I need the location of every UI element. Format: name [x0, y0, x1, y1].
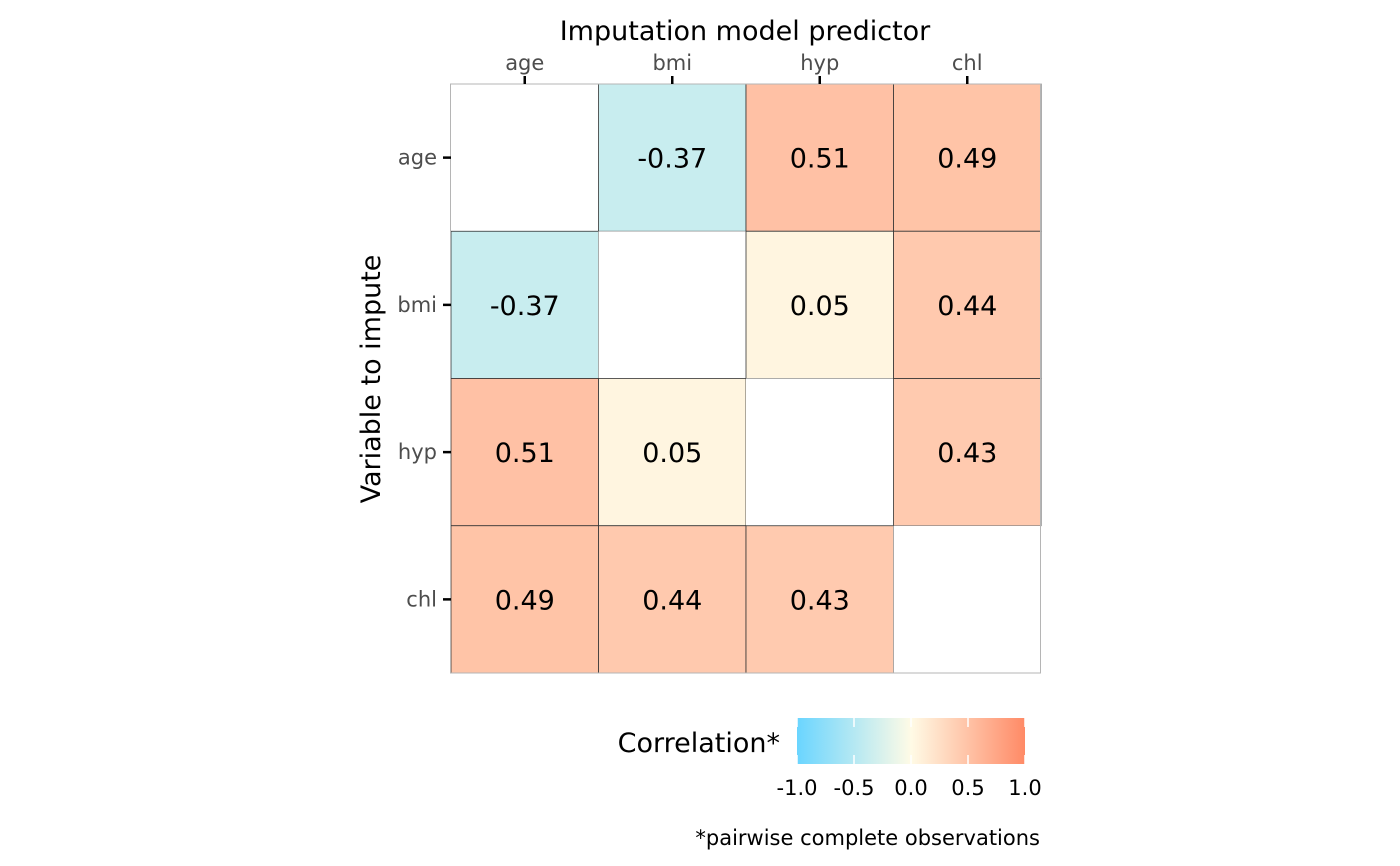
cell-value-label: 0.49	[495, 585, 555, 616]
cell-value-label: -0.37	[490, 291, 560, 322]
legend-title: Correlation*	[618, 728, 780, 759]
y-tick-label: hyp	[398, 440, 437, 464]
caption: *pairwise complete observations	[695, 826, 1040, 850]
cell-value-label: 0.43	[790, 585, 850, 616]
heatmap-cell	[893, 378, 1042, 527]
heatmap-cell	[893, 230, 1042, 379]
legend-ticks: -1.0 -0.5 0.0 0.5 1.0	[777, 718, 1042, 800]
heatmap-cell	[598, 525, 747, 674]
heatmap-cell	[598, 231, 746, 379]
cell-value-label: 0.43	[937, 438, 997, 469]
y-tick-label: chl	[406, 587, 437, 611]
cell-value-label: 0.44	[642, 585, 702, 616]
y-tick-label: bmi	[397, 293, 437, 317]
heatmap-cell	[450, 230, 599, 379]
legend-tick-label: 0.0	[894, 776, 927, 800]
y-axis-title: Variable to impute	[356, 255, 387, 504]
heatmap-cell	[598, 83, 747, 232]
x-tick-label: bmi	[652, 51, 692, 75]
y-axis-ticks: age bmi hyp chl	[397, 146, 451, 611]
cell-value-label: 0.05	[642, 438, 702, 469]
panel-border	[450, 83, 1041, 674]
heatmap-cell	[745, 230, 894, 379]
x-tick-label: chl	[952, 51, 983, 75]
heatmap-cell	[746, 378, 894, 526]
heatmap-cell	[451, 84, 599, 232]
heatmap-cell	[893, 83, 1042, 232]
x-tick-label: hyp	[800, 51, 839, 75]
x-tick-label: age	[505, 51, 544, 75]
legend-tick-label: -1.0	[777, 776, 818, 800]
heatmap-cell	[598, 378, 747, 527]
heatmap-cells	[450, 83, 1042, 674]
x-axis-ticks: age bmi hyp chl	[505, 51, 983, 84]
legend-tick-label: 1.0	[1008, 776, 1041, 800]
cell-value-label: 0.05	[790, 291, 850, 322]
x-axis-title: Imputation model predictor	[560, 16, 931, 47]
legend-tick-label: 0.5	[951, 776, 984, 800]
legend: Correlation* -1.0 -0.5 0.0 0.5 1.0	[618, 718, 1042, 800]
y-tick-label: age	[398, 146, 437, 170]
cell-value-label: 0.51	[495, 438, 555, 469]
heatmap-cell	[893, 525, 1041, 673]
heatmap-cell	[450, 378, 599, 527]
heatmap-cell	[450, 525, 599, 674]
cell-value-label: 0.51	[790, 144, 850, 175]
cell-value-label: 0.44	[937, 291, 997, 322]
cell-value-label: 0.49	[937, 144, 997, 175]
legend-tick-label: -0.5	[834, 776, 875, 800]
cell-value-label: -0.37	[637, 144, 707, 175]
heatmap-cell-labels: -0.37 0.51 0.49 -0.37 0.05 0.44 0.51 0.05 0.43 0.…	[490, 144, 998, 617]
